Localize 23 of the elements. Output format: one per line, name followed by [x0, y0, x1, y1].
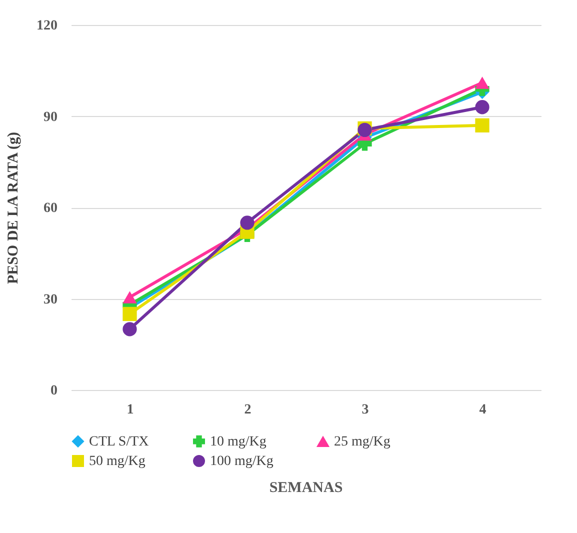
legend-label: 25 mg/Kg — [334, 434, 390, 450]
point — [475, 118, 490, 132]
y-tick-label: 30 — [44, 292, 58, 308]
point — [475, 100, 490, 114]
y-tick-label: 90 — [44, 110, 58, 125]
point — [240, 216, 254, 230]
x-tick-label: 4 — [479, 402, 486, 418]
x-axis-title: SEMANAS — [269, 480, 343, 496]
legend-label: CTL S/TX — [89, 434, 149, 450]
y-tick-label: 60 — [44, 201, 58, 216]
point — [122, 291, 137, 304]
legend-label: 100 mg/Kg — [210, 454, 274, 469]
legend-label: 50 mg/Kg — [89, 454, 146, 469]
legend-label: 10 mg/Kg — [210, 434, 266, 450]
point — [122, 306, 137, 322]
y-axis-title: PESO DE LA RATA (g) — [6, 132, 22, 284]
y-tick-label: 0 — [50, 384, 58, 398]
x-tick-label: 3 — [362, 402, 369, 418]
x-tick-label: 2 — [244, 402, 252, 418]
y-tick-label: 120 — [36, 18, 58, 34]
x-tick-label: 1 — [126, 402, 134, 418]
point — [475, 76, 490, 89]
point — [122, 322, 137, 336]
